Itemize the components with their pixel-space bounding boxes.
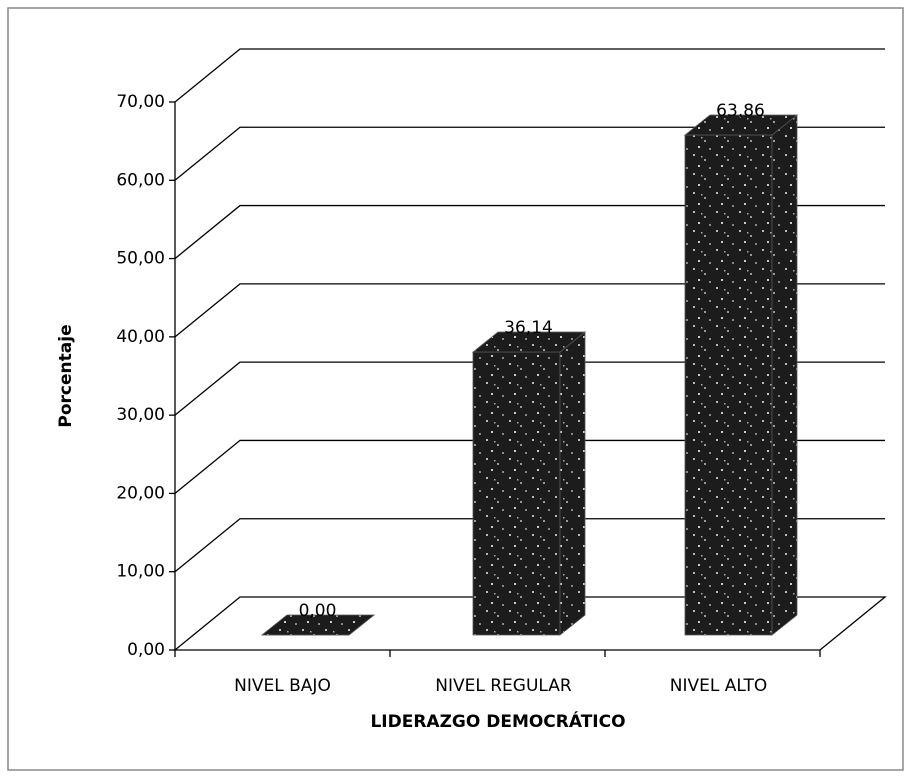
grid-line xyxy=(174,204,885,260)
y-tick-label: 30,00 xyxy=(116,405,165,425)
bar-face xyxy=(684,134,773,636)
grid-line xyxy=(174,518,885,573)
bar-face xyxy=(260,614,376,636)
y-tick-label: 0,00 xyxy=(127,640,165,660)
bar-face xyxy=(472,351,561,636)
x-axis-label: LIDERAZGO DEMOCRÁTICO xyxy=(370,710,625,732)
data-label: 63,86 xyxy=(716,101,765,121)
x-tick-label: NIVEL BAJO xyxy=(234,676,331,696)
grid-line xyxy=(174,283,885,338)
y-tick-label: 40,00 xyxy=(116,327,165,347)
bar-face xyxy=(559,331,586,636)
data-label: 36,14 xyxy=(504,318,553,338)
bar-face xyxy=(683,114,799,136)
x-tick-label: NIVEL REGULAR xyxy=(435,676,572,696)
y-axis-label: Porcentaje xyxy=(56,324,76,427)
y-tick-label: 10,00 xyxy=(116,562,165,582)
bar xyxy=(260,614,376,636)
grid-line xyxy=(174,48,885,103)
y-tick-label: 20,00 xyxy=(116,483,165,503)
bar-face xyxy=(771,114,798,636)
y-tick-label: 50,00 xyxy=(116,249,165,269)
bar xyxy=(683,114,799,636)
data-label: 0,00 xyxy=(299,601,337,621)
bar xyxy=(471,331,587,636)
x-tick-label: NIVEL ALTO xyxy=(670,676,768,696)
y-tick-label: 70,00 xyxy=(116,92,165,112)
y-tick-label: 60,00 xyxy=(116,170,165,190)
grid-line xyxy=(174,126,885,181)
grid-line xyxy=(174,439,885,494)
grid-line xyxy=(174,361,885,416)
bar-face xyxy=(471,331,587,353)
